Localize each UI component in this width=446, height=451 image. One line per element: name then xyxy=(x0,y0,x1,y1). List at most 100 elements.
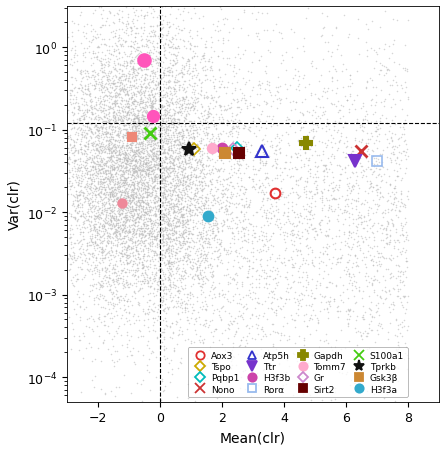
Point xyxy=(296,219,303,226)
Point xyxy=(93,193,100,200)
Point xyxy=(163,155,170,162)
Point xyxy=(158,143,165,150)
Point xyxy=(155,115,162,122)
Point xyxy=(149,184,156,191)
Point xyxy=(382,295,389,302)
Point xyxy=(333,46,340,54)
Point xyxy=(74,198,81,206)
Point xyxy=(117,241,124,249)
Point xyxy=(171,118,178,125)
Point xyxy=(331,246,339,253)
Point xyxy=(241,386,248,393)
Point xyxy=(194,133,201,141)
Point xyxy=(163,85,170,92)
Point xyxy=(112,144,119,152)
Point xyxy=(152,173,159,180)
Point xyxy=(172,110,179,118)
Point xyxy=(174,284,181,291)
Point xyxy=(138,129,145,136)
Point xyxy=(101,114,108,121)
Point xyxy=(126,126,133,133)
Point xyxy=(159,180,166,188)
Point xyxy=(154,279,161,286)
Point xyxy=(184,143,191,150)
Point xyxy=(151,262,158,269)
Point xyxy=(124,318,131,325)
Point xyxy=(92,226,99,233)
Point xyxy=(189,49,196,56)
Point xyxy=(136,76,143,83)
Point xyxy=(225,211,232,218)
Point xyxy=(355,195,362,202)
Point xyxy=(103,150,111,157)
Point xyxy=(159,239,166,246)
Point xyxy=(128,193,135,200)
Point xyxy=(126,217,133,224)
Point xyxy=(140,247,147,254)
Point xyxy=(116,70,123,78)
Point xyxy=(165,79,173,86)
Point xyxy=(327,203,334,210)
Point xyxy=(105,63,112,70)
Point xyxy=(140,167,147,174)
Point xyxy=(199,163,206,170)
Point xyxy=(158,251,165,258)
Point xyxy=(379,209,386,216)
Point xyxy=(92,54,99,61)
Point xyxy=(117,192,124,199)
Point xyxy=(140,174,147,181)
Point xyxy=(73,278,80,285)
Point xyxy=(167,272,174,279)
Point xyxy=(381,210,388,217)
Point xyxy=(137,187,144,194)
Point xyxy=(155,229,162,236)
Point xyxy=(128,202,135,210)
Point xyxy=(182,207,189,214)
Point xyxy=(187,163,194,170)
Point xyxy=(131,96,138,103)
Point xyxy=(180,177,187,184)
Point xyxy=(112,97,119,105)
Point xyxy=(157,208,165,216)
Point xyxy=(144,96,151,103)
Point xyxy=(147,127,154,134)
Point xyxy=(104,106,112,113)
Point xyxy=(314,189,321,196)
Point xyxy=(121,233,128,240)
Point xyxy=(316,78,323,85)
Point xyxy=(75,239,83,246)
Point xyxy=(223,175,231,183)
Point xyxy=(124,88,131,95)
Point xyxy=(163,246,170,253)
Point xyxy=(94,152,101,159)
Point xyxy=(114,186,121,193)
Point xyxy=(249,84,256,92)
Point xyxy=(103,134,110,142)
Point xyxy=(110,302,117,309)
Point xyxy=(130,162,137,169)
Point xyxy=(91,239,98,246)
Point xyxy=(129,147,136,155)
Point xyxy=(322,166,330,173)
Point xyxy=(184,305,191,312)
Point xyxy=(358,127,365,134)
Point xyxy=(174,109,182,116)
Point xyxy=(235,105,243,112)
Point xyxy=(124,244,131,251)
Point xyxy=(145,296,153,304)
Point xyxy=(136,189,143,197)
Point xyxy=(83,167,90,174)
Point xyxy=(160,72,167,79)
Point xyxy=(95,166,102,174)
Point xyxy=(111,211,118,218)
Point xyxy=(183,233,190,240)
Point xyxy=(150,135,157,143)
Point xyxy=(262,99,269,106)
Point xyxy=(110,204,117,212)
Point xyxy=(165,69,173,76)
Point xyxy=(115,107,122,115)
Point xyxy=(150,70,157,77)
Point xyxy=(116,188,124,195)
Point xyxy=(355,221,362,228)
Point xyxy=(302,206,310,213)
